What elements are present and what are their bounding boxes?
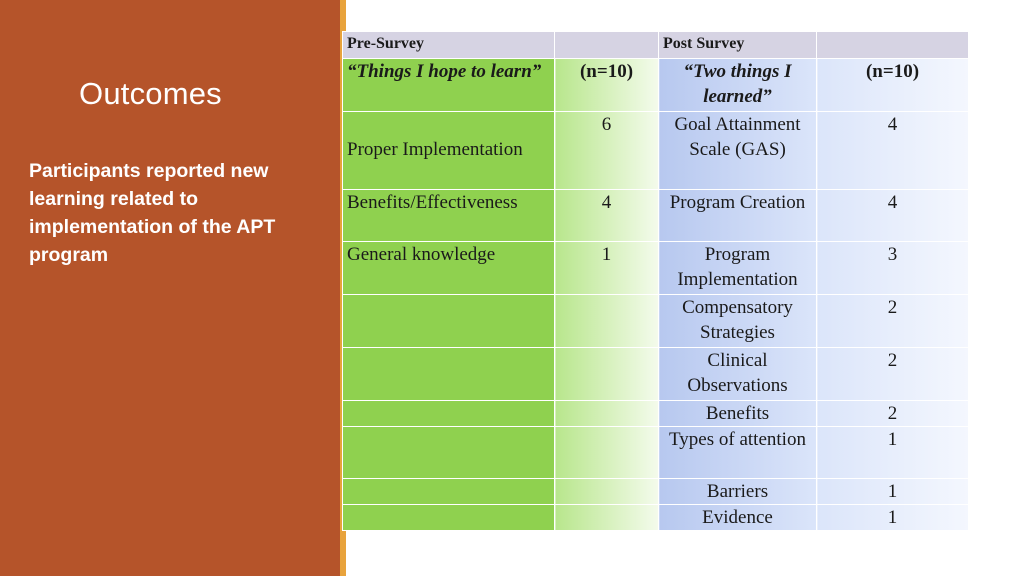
- pre-count-cell: 4: [554, 189, 659, 242]
- pre-count-cell: [554, 426, 659, 479]
- pre-question-cell: “Things I hope to learn”: [342, 58, 555, 112]
- post-item-cell: Barriers: [658, 478, 817, 505]
- post-item-cell: Benefits: [658, 400, 817, 427]
- pre-survey-header: Pre-Survey: [342, 31, 555, 59]
- post-count-cell: 1: [816, 426, 969, 479]
- table-row: Proper Implementation 6 Goal Attainment …: [342, 111, 969, 190]
- pre-item-cell: [342, 400, 555, 427]
- pre-count-cell: [554, 478, 659, 505]
- outcomes-table: Pre-Survey Post Survey “Things I hope to…: [342, 31, 969, 531]
- post-item-cell: Goal Attainment Scale (GAS): [658, 111, 817, 190]
- header-empty-cell: [816, 31, 969, 59]
- slide-body-text: Participants reported new learning relat…: [29, 160, 276, 266]
- post-item-cell: Clinical Observations: [658, 347, 817, 401]
- slide-title: Outcomes: [79, 76, 222, 111]
- pre-item-cell: Benefits/Effectiveness: [342, 189, 555, 242]
- table-subheader-row: “Things I hope to learn” (n=10) “Two thi…: [342, 58, 969, 112]
- header-empty-cell: [554, 31, 659, 59]
- table-row: Clinical Observations 2: [342, 347, 969, 401]
- pre-item-cell: [342, 294, 555, 348]
- pre-count-cell: [554, 400, 659, 427]
- pre-item-cell: [342, 478, 555, 505]
- post-question-cell: “Two things I learned”: [658, 58, 817, 112]
- table-row: General knowledge 1 Program Implementati…: [342, 241, 969, 295]
- post-n-cell: (n=10): [816, 58, 969, 112]
- pre-count-cell: 6: [554, 111, 659, 190]
- post-count-cell: 1: [816, 478, 969, 505]
- post-count-cell: 3: [816, 241, 969, 295]
- post-count-cell: 1: [816, 504, 969, 531]
- table-row: Benefits 2: [342, 400, 969, 427]
- table-row: Evidence 1: [342, 504, 969, 531]
- post-item-cell: Evidence: [658, 504, 817, 531]
- table-row: Barriers 1: [342, 478, 969, 505]
- pre-item-cell: [342, 426, 555, 479]
- pre-n-cell: (n=10): [554, 58, 659, 112]
- post-count-cell: 2: [816, 294, 969, 348]
- pre-item-cell: Proper Implementation: [342, 111, 555, 190]
- table-row: Types of attention 1: [342, 426, 969, 479]
- post-count-cell: 4: [816, 189, 969, 242]
- pre-item-cell: [342, 347, 555, 401]
- pre-item-cell: [342, 504, 555, 531]
- post-item-cell: Program Creation: [658, 189, 817, 242]
- post-item-cell: Compensatory Strategies: [658, 294, 817, 348]
- table-header-row: Pre-Survey Post Survey: [342, 31, 969, 59]
- table-row: Benefits/Effectiveness 4 Program Creatio…: [342, 189, 969, 242]
- pre-count-cell: 1: [554, 241, 659, 295]
- post-item-cell: Program Implementation: [658, 241, 817, 295]
- pre-count-cell: [554, 504, 659, 531]
- pre-count-cell: [554, 347, 659, 401]
- pre-item-cell: General knowledge: [342, 241, 555, 295]
- post-count-cell: 4: [816, 111, 969, 190]
- post-count-cell: 2: [816, 347, 969, 401]
- pre-count-cell: [554, 294, 659, 348]
- left-panel: [0, 0, 340, 576]
- post-survey-header: Post Survey: [658, 31, 817, 59]
- post-item-cell: Types of attention: [658, 426, 817, 479]
- table-row: Compensatory Strategies 2: [342, 294, 969, 348]
- post-count-cell: 2: [816, 400, 969, 427]
